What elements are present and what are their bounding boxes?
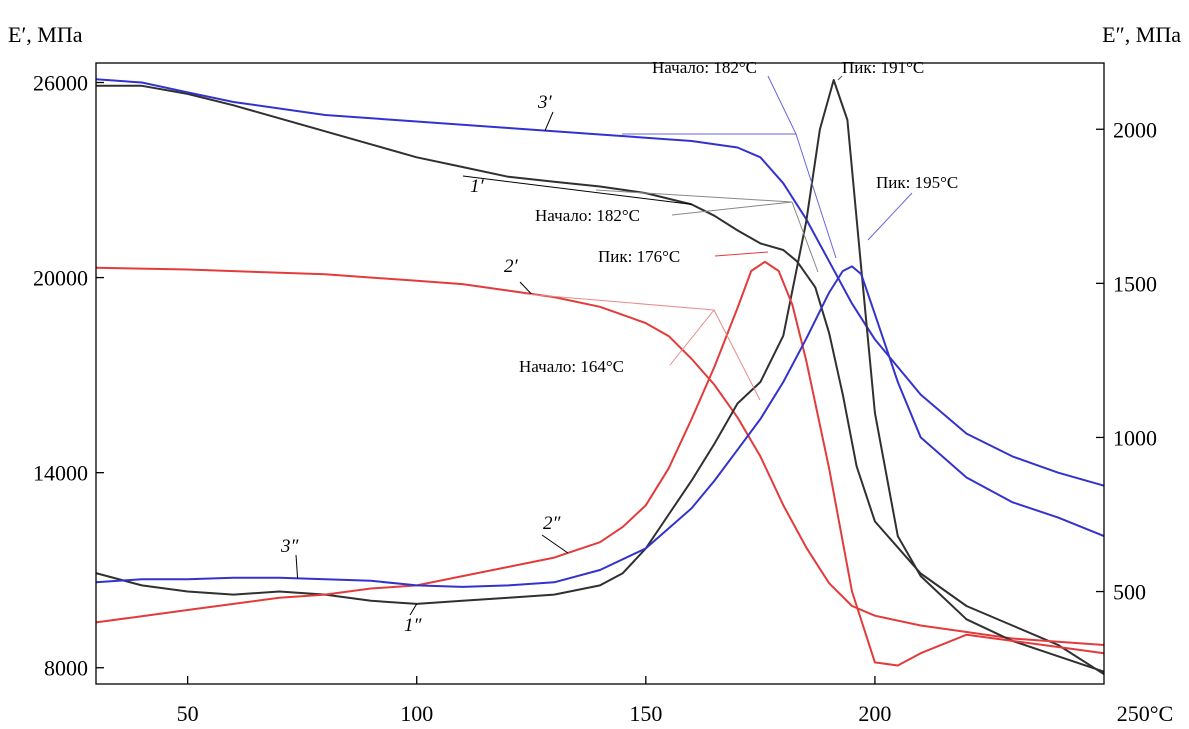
left-axis-label: E′, МПа (8, 22, 83, 47)
annotation-leader (713, 309, 761, 401)
curve-label-leader (409, 603, 418, 616)
x-tick-label: 100 (400, 701, 433, 726)
series-line-2 (95, 266, 1105, 646)
curve-label: 3′ (537, 92, 553, 113)
y-left-tick-label: 14000 (33, 461, 88, 486)
annotation-label: Начало: 182°C (652, 58, 757, 77)
y-left-tick-label: 8000 (44, 656, 88, 681)
tick-layer: 50 100 150 200 8000 14000 20000 26000 500 1000 150… (33, 71, 1157, 726)
x-tick-label: 200 (858, 701, 891, 726)
annotation-label: Пик: 195°C (876, 173, 958, 192)
y-left-tick-label: 26000 (33, 71, 88, 96)
curve-label: 2′ (504, 256, 519, 277)
y-right-tick-label: 500 (1113, 580, 1146, 605)
curve-label-leader (519, 281, 532, 295)
plot-frame (95, 62, 1105, 685)
y-right-tick-label: 2000 (1113, 117, 1157, 142)
annotation-leader (795, 133, 837, 259)
series-line-6 (95, 265, 1105, 588)
x-tick-label: 150 (629, 701, 662, 726)
curve-label: 3″ (280, 536, 300, 557)
curve-label-leader (544, 111, 554, 131)
series-line-5 (95, 260, 1105, 667)
annotation-label: Пик: 176°C (598, 247, 680, 266)
curve-label: 2″ (543, 513, 562, 534)
annotation-label: Начало: 182°C (535, 206, 640, 225)
curve-label-leader (295, 554, 299, 579)
series-line-1 (96, 84, 1105, 676)
curve-label: 1′ (470, 176, 485, 197)
annotation-leader (837, 75, 843, 81)
annotation-layer: Начало: 182°C Пик: 191°C Начало: 182°C Пик:… (519, 58, 958, 401)
series-layer: 1′ 2′ 3′ 1″ 2″ 3″ (95, 78, 1105, 676)
curve-label: 1″ (404, 615, 423, 636)
annotation-leader (714, 251, 769, 257)
y-left-tick-label: 20000 (33, 266, 88, 291)
y-right-tick-label: 1500 (1113, 271, 1157, 296)
annotation-label: Начало: 164°C (519, 357, 624, 376)
x-axis-unit-label: 250°C (1117, 701, 1173, 726)
right-axis-label: E″, МПа (1102, 22, 1181, 47)
curve-label-leader (462, 175, 692, 205)
curve-label-leader (541, 534, 569, 554)
annotation-leader (867, 192, 913, 241)
series-line-3 (95, 78, 1105, 487)
annotation-leader (622, 75, 797, 135)
x-tick-label: 50 (177, 701, 199, 726)
annotation-label: Пик: 191°C (842, 58, 924, 77)
series-line-4 (95, 79, 1105, 673)
y-right-tick-label: 1000 (1113, 425, 1157, 450)
annotation-leader (791, 201, 819, 273)
